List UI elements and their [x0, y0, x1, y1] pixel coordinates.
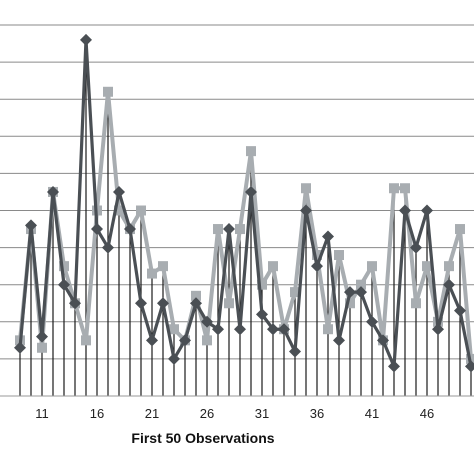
- series-1-point: [256, 308, 268, 321]
- series-1-point: [300, 204, 312, 217]
- x-tick-label: 41: [365, 406, 379, 421]
- series-1-point: [135, 297, 147, 310]
- series-layer: [14, 33, 474, 373]
- series-2-point: [422, 261, 432, 272]
- series-2-point: [345, 298, 355, 309]
- series-2-point: [444, 261, 454, 272]
- series-2-point: [367, 261, 377, 272]
- series-2-point: [334, 250, 344, 261]
- series-1-point: [91, 223, 103, 236]
- series-2-point: [103, 86, 113, 97]
- series-1-point: [311, 260, 323, 273]
- series-1-point: [223, 223, 235, 236]
- series-1-point: [146, 334, 158, 347]
- series-1-point: [124, 223, 136, 236]
- x-tick-label: 46: [420, 406, 434, 421]
- series-1-point: [201, 315, 213, 328]
- series-1-point: [432, 323, 444, 336]
- series-1-point: [410, 241, 422, 254]
- series-1-point: [25, 219, 37, 232]
- series-2-point: [147, 268, 157, 279]
- series-1-point: [234, 323, 246, 336]
- series-1-point: [157, 297, 169, 310]
- series-1-point: [454, 304, 466, 317]
- series-1-point: [377, 334, 389, 347]
- series-1-point: [289, 345, 301, 358]
- series-1-point: [344, 286, 356, 299]
- series-1-point: [355, 286, 367, 299]
- series-1-point: [322, 230, 334, 243]
- series-2-point: [323, 324, 333, 335]
- series-2-point: [389, 183, 399, 194]
- series-2-point: [114, 205, 124, 216]
- series-2-point: [400, 183, 410, 194]
- series-1-line: [18, 38, 473, 368]
- series-2-point: [191, 290, 201, 301]
- series-2-point: [290, 287, 300, 298]
- series-1: [14, 33, 474, 373]
- x-tick-label: 31: [255, 406, 269, 421]
- series-1-point: [366, 315, 378, 328]
- series-2-point: [81, 335, 91, 346]
- series-2-point: [235, 224, 245, 235]
- series-2-point: [213, 224, 223, 235]
- series-2-point: [301, 183, 311, 194]
- series-1-point: [267, 323, 279, 336]
- series-1-point: [102, 241, 114, 254]
- series-1-point: [443, 278, 455, 291]
- series-2-point: [224, 298, 234, 309]
- series-2-point: [411, 298, 421, 309]
- series-1-point: [47, 185, 59, 198]
- series-2-point: [136, 205, 146, 216]
- x-tick-label: 11: [35, 406, 49, 421]
- series-2-point: [169, 324, 179, 335]
- series-1-point: [278, 323, 290, 336]
- series-1-point: [113, 185, 125, 198]
- x-tick-label: 26: [200, 406, 214, 421]
- series-2-point: [202, 335, 212, 346]
- series-1-point: [421, 204, 433, 217]
- series-2-point: [246, 146, 256, 157]
- series-1-point: [179, 334, 191, 347]
- series-2-point: [356, 279, 366, 290]
- series-2-point: [158, 261, 168, 272]
- series-1-point: [168, 352, 180, 365]
- series-1-point: [388, 360, 400, 373]
- x-tick-label: 21: [145, 406, 159, 421]
- series-2-point: [59, 261, 69, 272]
- series-1-point: [399, 204, 411, 217]
- x-tick-label: 16: [90, 406, 104, 421]
- series-1-point: [190, 297, 202, 310]
- series-2-point: [312, 250, 322, 261]
- series-1-point: [80, 33, 92, 46]
- series-1-point: [58, 278, 70, 291]
- series-1-point: [36, 330, 48, 343]
- series-2-point: [257, 279, 267, 290]
- series-1-point: [212, 323, 224, 336]
- series-1-point: [69, 297, 81, 310]
- series-1-point: [333, 334, 345, 347]
- series-2-point: [455, 224, 465, 235]
- series-1-point: [14, 341, 26, 354]
- series-2-point: [37, 342, 47, 353]
- x-axis-tick-labels: 11 16 21 26 31 36 41 46: [35, 406, 434, 421]
- series-1-point: [465, 360, 474, 373]
- x-tick-label: 36: [310, 406, 324, 421]
- series-2-point: [268, 261, 278, 272]
- series-1-point: [245, 185, 257, 198]
- x-axis-title: First 50 Observations: [131, 430, 274, 446]
